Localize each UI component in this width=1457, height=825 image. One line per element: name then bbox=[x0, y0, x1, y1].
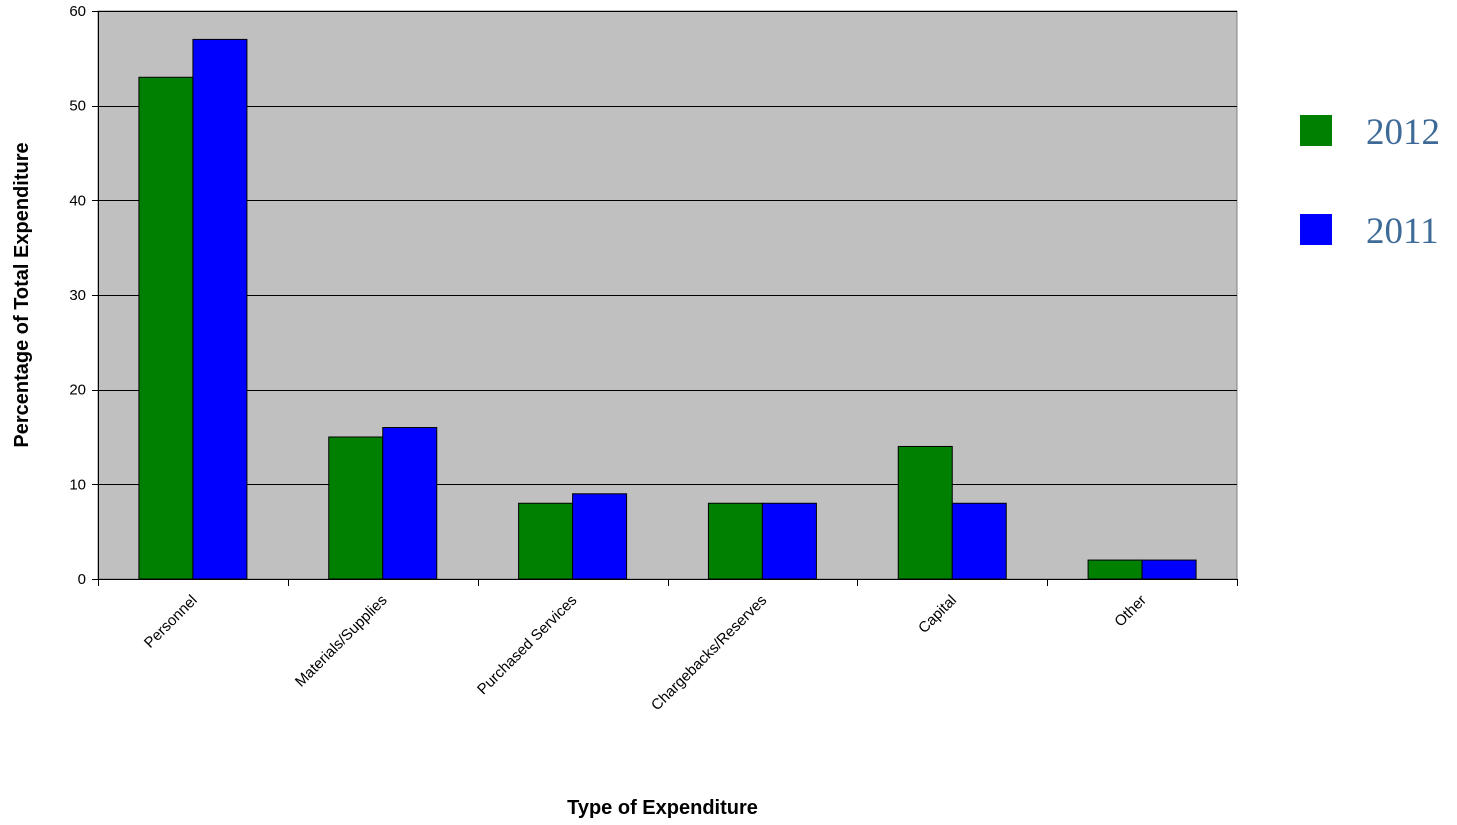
y-tick-label: 20 bbox=[69, 382, 86, 399]
bar-2011-capital bbox=[951, 502, 1007, 580]
bar-2012-purchased-services bbox=[518, 502, 574, 580]
bar-2012-personnel bbox=[138, 76, 194, 580]
y-tick-labels: 0 10 20 30 40 50 60 bbox=[69, 3, 86, 588]
legend-label-2012: 2012 bbox=[1366, 112, 1440, 153]
bar-2011-other bbox=[1141, 559, 1197, 580]
bar-2012-other bbox=[1087, 559, 1143, 580]
y-axis-title: Percentage of Total Expenditure bbox=[11, 142, 33, 447]
legend-swatch-2012 bbox=[1300, 115, 1332, 146]
bar-2012-materials-supplies bbox=[328, 436, 384, 580]
x-tick-label: Purchased Services bbox=[474, 592, 580, 698]
x-tick-label: Capital bbox=[915, 592, 960, 637]
legend-label-2011: 2011 bbox=[1366, 211, 1439, 252]
y-tick-label: 60 bbox=[69, 3, 86, 20]
bar-2011-purchased-services bbox=[572, 493, 628, 580]
bar-2012-chargebacks-reserves bbox=[707, 502, 763, 580]
gridlines bbox=[98, 11, 1237, 485]
y-tick-label: 10 bbox=[69, 476, 86, 493]
y-tick-label: 40 bbox=[69, 192, 86, 209]
bar-2011-personnel bbox=[192, 38, 248, 580]
bar-2011-materials-supplies bbox=[382, 427, 438, 580]
x-axis-title: Type of Expenditure bbox=[567, 797, 758, 819]
x-tick-labels: Personnel Materials/Supplies Purchased Ser… bbox=[141, 592, 1150, 714]
x-tick-label: Personnel bbox=[141, 592, 201, 652]
legend: 2012 2011 bbox=[1300, 112, 1440, 252]
y-tick-label: 50 bbox=[69, 98, 86, 115]
y-tick-label: 0 bbox=[78, 571, 86, 588]
legend-swatch-2011 bbox=[1300, 214, 1332, 245]
x-tick-label: Materials/Supplies bbox=[292, 592, 391, 691]
bar-2011-chargebacks-reserves bbox=[761, 502, 817, 580]
axes bbox=[92, 11, 1238, 586]
x-tick-label: Other bbox=[1111, 592, 1150, 631]
bar-2012-capital bbox=[897, 445, 953, 580]
x-tick-label: Chargebacks/Reserves bbox=[648, 592, 770, 714]
y-tick-label: 30 bbox=[69, 287, 86, 304]
bars bbox=[138, 38, 1197, 580]
